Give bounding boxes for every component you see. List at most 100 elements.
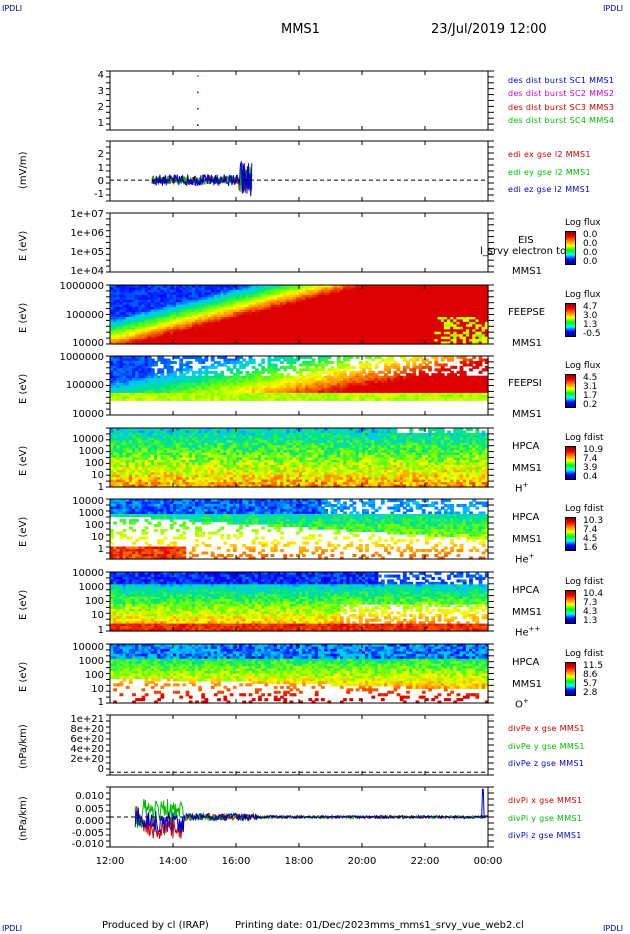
x-tick-label: 12:00 [95,856,125,867]
colorbar [565,590,576,624]
legend-entry: divPe z gse MMS1 [508,759,585,769]
y-tick-label: 1 [97,118,104,129]
legend-entry: des dist burst SC2 MMS2 [508,89,615,99]
panel-divpi [106,786,494,848]
y-tick-label: 4e+20 [70,744,104,755]
legend-entry: divPi x gse MMS1 [508,796,583,805]
x-tick-label: 22:00 [410,856,440,867]
y-axis-label: E (eV) [18,373,29,404]
y-axis-label: E (eV) [18,302,29,333]
legend-entry: des dist burst SC3 MMS3 [508,102,615,112]
colorbar-value: 3.0 [583,311,598,321]
corner-label-top-left: IPDLI [2,4,23,13]
colorbar [565,662,576,696]
y-tick-label: 10000 [72,496,104,507]
y-tick-label: 1e+21 [70,714,104,725]
colorbar-title: Log flux [565,290,601,300]
instrument-label: MMS1 [512,409,542,420]
y-tick-label: 10000 [72,568,104,579]
instrument-label: MMS1 [512,463,542,474]
burst-point-2 [197,108,199,110]
footer-printing-date: Printing date: 01/Dec/2023 [235,920,371,931]
y-tick-label: 1e+04 [70,266,104,277]
legend-entry: divPi z gse MMS1 [508,831,582,841]
y-axis-label: (nPa/km) [18,796,29,841]
x-tick-label: 14:00 [158,856,188,867]
y-tick-label: 10000 [72,434,104,445]
y-tick-label: 1e+05 [70,247,104,258]
colorbar-value: 1.7 [583,391,598,401]
colorbar-value: 3.9 [583,463,598,473]
y-tick-label: 4 [97,70,104,81]
y-tick-label: 100000 [65,380,104,391]
species-label: O+ [515,697,529,711]
instrument-label: EIS [518,235,534,246]
colorbar [565,446,576,480]
y-tick-label: 0 [97,176,104,187]
y-tick-label: 10000 [72,409,104,420]
spacecraft-title: MMS1 [281,22,320,37]
y-tick-label: 1 [97,163,104,174]
y-tick-label: 10 [91,610,104,621]
colorbar-value: 5.7 [583,679,598,689]
y-tick-label: 2 [97,149,104,160]
y-tick-label: 1 [97,697,104,708]
legend-entry: divPe y gse MMS1 [508,741,585,751]
y-tick-label: 10 [91,532,104,543]
y-tick-label: 2 [97,102,104,113]
y-tick-label: 100 [84,458,104,469]
colorbar [565,303,576,337]
divpi-trace-1 [134,798,489,829]
x-tick-label: 16:00 [221,856,251,867]
y-axis-label: E (eV) [18,516,29,547]
legend-entry: edi ex gse l2 MMS1 [508,150,591,159]
y-axis-label: (nPa/km) [18,724,29,769]
panel-hpca_he [106,498,494,560]
footer-produced: Produced by cl (IRAP) [102,920,209,931]
colorbar-value: 0.2 [583,400,598,410]
panel-frame [109,70,489,131]
instrument-label: HPCA [512,585,540,596]
colorbar-value: 0.0 [583,257,598,267]
panel-divpe [106,714,494,776]
edi-trace-2 [151,160,253,197]
instrument-label: MMS1 [512,679,542,690]
x-tick-label: 00:00 [473,856,503,867]
corner-label-bottom-right: IPDLI [603,924,624,933]
colorbar-value: 11.5 [583,661,604,671]
colorbar-value: 1.3 [583,616,598,626]
colorbar [565,374,576,408]
species-label: He+ [515,552,535,566]
colorbar-title: Log flux [565,218,601,228]
panel-frame [109,714,489,776]
y-tick-label: 10 [91,470,104,481]
legend-entry: divPi y gse MMS1 [508,813,583,823]
colorbar-value: 4.3 [583,607,598,617]
colorbar-value: 4.5 [583,534,598,544]
y-tick-label: 100 [84,520,104,531]
corner-label-bottom-left: IPDLI [2,924,23,933]
y-tick-label: 100000 [65,310,104,321]
burst-point-0 [197,75,199,77]
colorbar-value: 3.1 [583,382,598,392]
colorbar-value: 4.7 [583,302,598,312]
instrument-label: MMS1 [512,338,542,349]
y-tick-label: 100 [84,596,104,607]
instrument-label: FEEPSE [508,307,546,318]
panel-feeps_i [106,355,494,416]
colorbar-value: 7.4 [583,454,598,464]
panel-dist_burst [106,70,494,131]
y-tick-label: 10000 [72,338,104,349]
overlay-text: l_srvy electron to [480,246,567,257]
datetime-title: 23/Jul/2019 12:00 [431,22,547,37]
colorbar-title: Log fdist [565,504,604,514]
colorbar-value: 10.3 [583,516,604,526]
colorbar-title: Log fdist [565,649,604,659]
colorbar-value: 7.4 [583,525,598,535]
footer-script-name: mms_mms1_srvy_vue_web2.cl [370,920,524,931]
y-tick-label: 1000 [78,656,104,667]
colorbar-title: Log flux [565,361,601,371]
y-tick-label: 3 [97,86,104,97]
y-tick-label: 0.000 [75,816,104,827]
colorbar-value: 7.3 [583,598,598,608]
